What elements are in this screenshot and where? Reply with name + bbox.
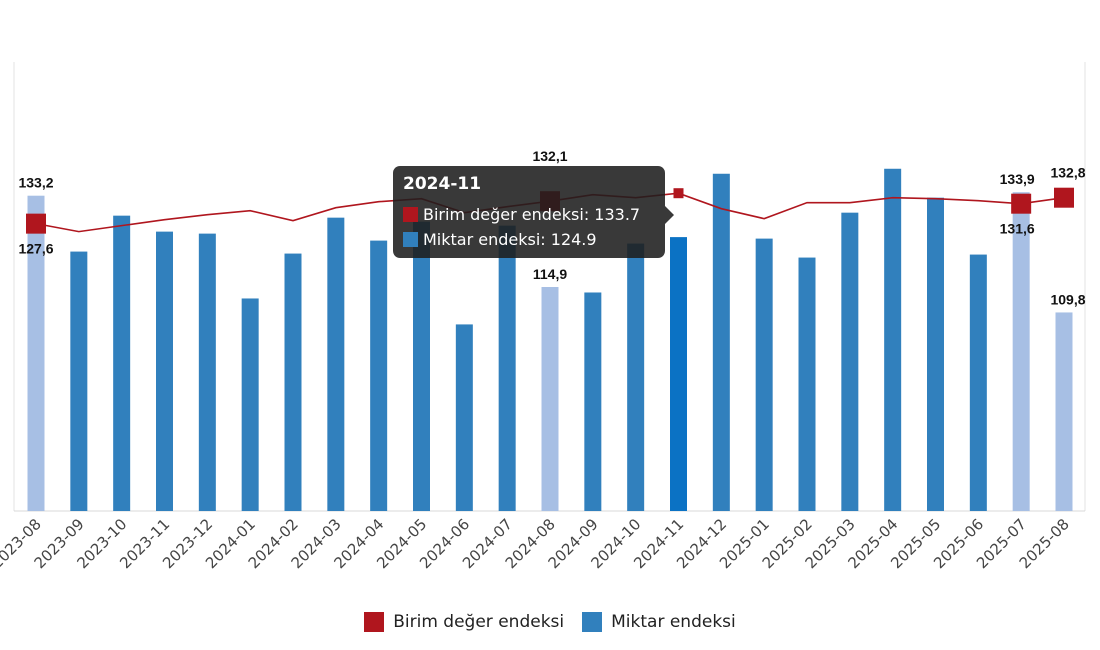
bar-2024-12[interactable] — [712, 173, 730, 512]
legend-swatch — [582, 612, 603, 632]
tooltip-label: Miktar endeksi: 124.9 — [423, 230, 597, 249]
legend-item-birim[interactable]: Birim değer endeksi — [364, 612, 564, 632]
data-label: 127,6 — [18, 241, 53, 257]
legend: Birim değer endeksi Miktar endeksi — [0, 612, 1100, 632]
bar-2024-01[interactable] — [241, 298, 259, 511]
bar-2024-11[interactable] — [670, 237, 687, 512]
tooltip-row-birim: Birim değer endeksi: 133.7 — [403, 205, 640, 224]
bar-2024-10[interactable] — [627, 243, 645, 511]
bar-2024-03[interactable] — [327, 217, 345, 512]
bar-2025-03[interactable] — [841, 212, 859, 512]
marker-2024-11 — [673, 188, 684, 199]
data-label: 132,8 — [1050, 165, 1085, 181]
data-label: 133,2 — [18, 175, 53, 191]
legend-label: Miktar endeksi — [611, 612, 736, 632]
bar-2025-02[interactable] — [798, 257, 816, 511]
bar-2024-04[interactable] — [370, 240, 388, 511]
bar-2025-07[interactable] — [1012, 192, 1030, 511]
bar-2025-01[interactable] — [755, 238, 773, 511]
marker-2023-08 — [26, 213, 46, 234]
data-label: 131,6 — [1000, 221, 1035, 237]
bar-2023-08[interactable] — [27, 195, 45, 512]
bar-2024-07[interactable] — [498, 225, 516, 511]
tooltip-label: Birim değer endeksi: 133.7 — [423, 205, 641, 224]
bar-2023-09[interactable] — [70, 251, 88, 512]
data-label: 132,1 — [532, 148, 567, 164]
bar-2024-06[interactable] — [455, 324, 473, 511]
bar-2025-05[interactable] — [927, 197, 944, 511]
tooltip-swatch — [403, 232, 418, 247]
bar-2023-10[interactable] — [113, 215, 131, 511]
bar-2024-05[interactable] — [413, 221, 430, 511]
marker-2025-08 — [1054, 187, 1074, 208]
data-label: 114,9 — [533, 266, 567, 282]
bar-2025-08[interactable] — [1055, 312, 1073, 511]
legend-label: Birim değer endeksi — [393, 612, 565, 632]
bar-2024-08[interactable] — [541, 286, 559, 511]
bar-2023-12[interactable] — [198, 233, 216, 511]
data-label: 133,9 — [1000, 171, 1035, 187]
marker-2025-07 — [1011, 193, 1032, 214]
bar-2024-02[interactable] — [284, 253, 302, 511]
tooltip-row-miktar: Miktar endeksi: 124.9 — [403, 230, 597, 249]
bar-2025-06[interactable] — [969, 254, 987, 511]
data-label: 109,8 — [1050, 291, 1085, 307]
tooltip-swatch — [403, 207, 418, 222]
tooltip-title: 2024-11 — [403, 174, 482, 194]
legend-swatch — [364, 612, 385, 632]
tooltip: 2024-11 Birim değer endeksi: 133.7 Mikta… — [393, 166, 674, 258]
bar-2024-09[interactable] — [584, 292, 602, 511]
bar-2025-04[interactable] — [884, 168, 902, 512]
bar-2023-11[interactable] — [156, 231, 173, 511]
legend-item-miktar[interactable]: Miktar endeksi — [582, 612, 736, 632]
